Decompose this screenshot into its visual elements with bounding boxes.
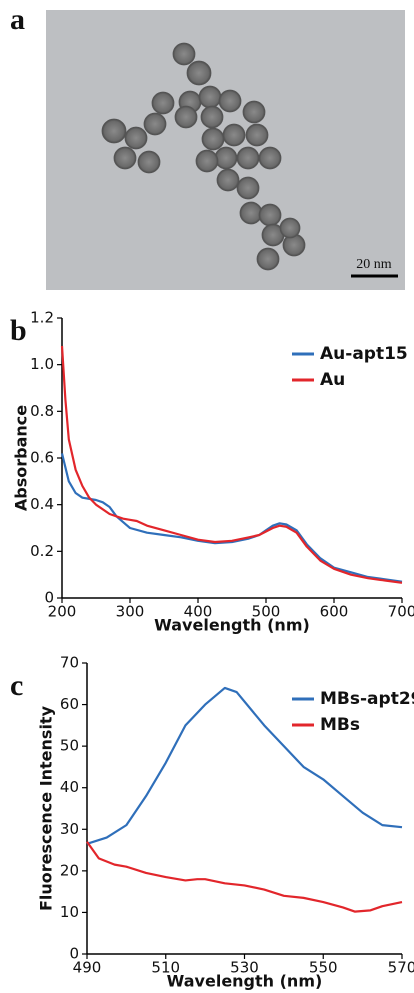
x-tick-label: 300 xyxy=(116,603,145,621)
y-tick-label: 10 xyxy=(60,903,79,921)
x-tick-label: 200 xyxy=(48,603,77,621)
x-tick-label: 510 xyxy=(151,959,180,977)
y-axis-title: Absorbance xyxy=(12,405,31,511)
y-tick-label: 1.2 xyxy=(30,309,54,327)
y-tick-label: 50 xyxy=(60,737,79,755)
y-tick-label: 20 xyxy=(60,861,79,879)
x-tick-label: 530 xyxy=(230,959,259,977)
y-tick-label: 60 xyxy=(60,695,79,713)
y-tick-label: 70 xyxy=(60,654,79,672)
line xyxy=(60,345,403,584)
y-tick-label: 0.2 xyxy=(30,542,54,560)
y-axis-title: Fluorescence Intensity xyxy=(37,705,56,911)
x-tick-label: 550 xyxy=(309,959,338,977)
line xyxy=(86,686,403,845)
x-tick-label: 700 xyxy=(388,603,414,621)
x-tick-label: 400 xyxy=(184,603,213,621)
y-tick-label: 30 xyxy=(60,820,79,838)
y-tick-label: 0 xyxy=(69,945,79,963)
y-tick-label: 0.8 xyxy=(30,402,54,420)
panel-label: c xyxy=(10,669,23,702)
legend-label: MBs xyxy=(320,715,360,735)
y-tick-label: 40 xyxy=(60,778,79,796)
y-tick-label: 0 xyxy=(44,589,54,607)
line xyxy=(60,453,403,583)
x-tick-label: 600 xyxy=(320,603,349,621)
y-tick-label: 0.4 xyxy=(30,495,54,513)
x-tick-label: 570 xyxy=(388,959,414,977)
panel-label: b xyxy=(10,314,27,347)
y-tick-label: 1.0 xyxy=(30,355,54,373)
x-axis-title: Wavelength (nm) xyxy=(154,616,310,635)
legend-label: Au-apt15 xyxy=(320,344,408,364)
scale-bar-label: 20 nm xyxy=(356,257,392,272)
line xyxy=(86,841,403,913)
x-tick-label: 500 xyxy=(252,603,281,621)
x-tick-label: 490 xyxy=(73,959,102,977)
legend-label: Au xyxy=(320,370,345,390)
x-axis-title: Wavelength (nm) xyxy=(167,972,323,991)
y-tick-label: 0.6 xyxy=(30,449,54,467)
tem-image: 20 nm xyxy=(46,10,405,290)
legend-label: MBs-apt29 xyxy=(320,689,414,709)
panel-label: a xyxy=(10,3,25,36)
